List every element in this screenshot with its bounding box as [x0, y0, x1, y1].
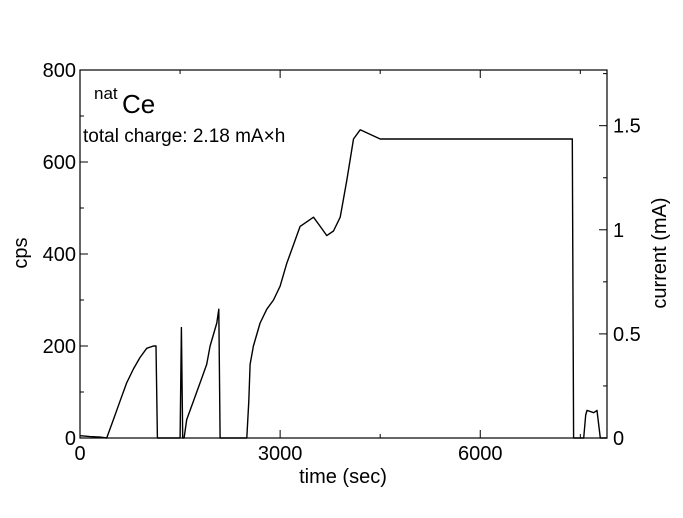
y-axis-label: cps [10, 237, 32, 268]
annotation-charge: total charge: 2.18 mA×h [83, 126, 285, 147]
x-tick-label: 3000 [258, 443, 303, 465]
y2-tick-label: 1.5 [613, 116, 641, 138]
y-axis-right: 0 0.5 1 1.5 [599, 73, 641, 450]
y2-tick-label: 0 [613, 428, 624, 450]
x-tick-label: 0 [74, 443, 85, 465]
x-axis: 0 3000 6000 [74, 70, 581, 465]
y-tick-label: 600 [43, 152, 76, 174]
y2-tick-label: 0.5 [613, 324, 641, 346]
element-symbol: Ce [122, 89, 155, 119]
y-tick-label: 0 [65, 428, 76, 450]
series-line [79, 129, 607, 439]
annotation-element: nat Ce [94, 84, 155, 119]
y-tick-label: 800 [43, 60, 76, 82]
y2-axis-label: current (mA) [649, 197, 671, 308]
x-tick-label: 6000 [458, 443, 503, 465]
y-tick-label: 400 [43, 244, 76, 266]
y2-tick-label: 1 [613, 220, 624, 242]
y-axis-left: 0 200 400 600 800 [43, 60, 88, 450]
y-tick-label: 200 [43, 336, 76, 358]
element-superscript: nat [94, 84, 118, 103]
x-axis-label: time (sec) [299, 466, 387, 488]
